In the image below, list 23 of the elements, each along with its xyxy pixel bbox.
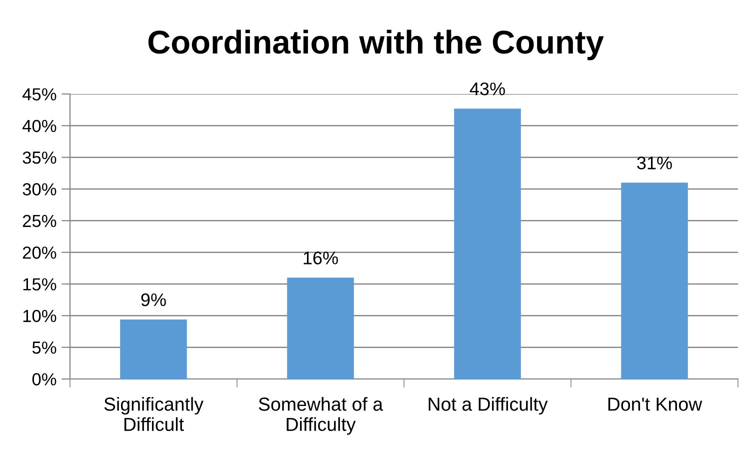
- y-tick-label: 25%: [22, 214, 56, 228]
- data-label: 16%: [304, 252, 338, 264]
- chart-title: Coordination with the County: [148, 30, 604, 60]
- data-label: 43%: [470, 82, 505, 96]
- y-tick-label: 30%: [22, 183, 56, 196]
- y-tick-label: 40%: [22, 120, 56, 132]
- bar: [120, 319, 187, 379]
- y-tick-label: 0%: [32, 373, 56, 386]
- data-label: 31%: [637, 156, 672, 170]
- bar: [454, 108, 521, 379]
- y-tick-label: 45%: [22, 88, 56, 100]
- y-tick-label: 20%: [22, 246, 56, 259]
- bar: [621, 182, 688, 379]
- x-tick-label: Significantly Difficult: [104, 397, 204, 432]
- y-tick-label: 15%: [23, 278, 56, 290]
- bar: [287, 278, 354, 379]
- x-tick-label: Don't Know: [608, 398, 702, 411]
- x-tick-label: Somewhat of a Difficulty: [258, 397, 384, 435]
- y-tick-label: 5%: [32, 342, 56, 354]
- x-tick-label: Not a Difficulty: [428, 397, 548, 415]
- y-tick-label: 35%: [22, 152, 56, 164]
- data-label: 9%: [141, 293, 166, 306]
- y-tick-label: 10%: [23, 310, 56, 322]
